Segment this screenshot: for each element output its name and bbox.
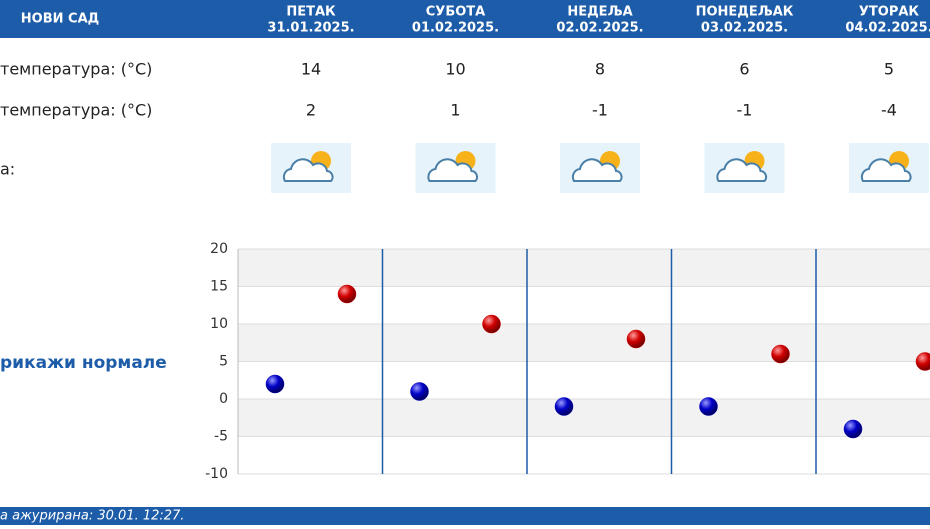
min-dot (554, 397, 574, 416)
min-temp: -4 (881, 101, 897, 120)
min-dot (699, 397, 718, 416)
normals-link[interactable]: рикажи нормале (0, 353, 167, 373)
max-temp: 6 (739, 60, 749, 79)
city: НОВИ САД (21, 12, 99, 27)
min-temp: 2 (306, 101, 316, 120)
max-temp: 14 (301, 60, 321, 79)
min-temp: -1 (737, 101, 753, 120)
day-date: 02.02.2025. (556, 21, 643, 36)
min-dot (843, 419, 863, 439)
cloud (860, 158, 912, 182)
day-date: 31.01.2025. (267, 21, 354, 36)
weather-icon (560, 143, 640, 193)
y-tick-label: 15 (210, 279, 228, 295)
max-dot (337, 284, 357, 304)
cloud (282, 158, 334, 182)
max-temp: 5 (884, 60, 894, 79)
day-date: 03.02.2025. (701, 21, 788, 36)
min-temp: -1 (592, 101, 608, 120)
max-dot (771, 344, 790, 364)
max-temp: 8 (595, 60, 605, 79)
cloud (427, 158, 479, 182)
weather-icon (704, 143, 785, 193)
grid-band (238, 324, 930, 362)
day-name: НЕДЕЉА (567, 5, 632, 20)
day-name: УТОРАК (859, 5, 920, 20)
grid-band (238, 249, 930, 287)
max-dot (626, 329, 646, 349)
min-dot (265, 374, 285, 394)
day-name: СУБОТА (426, 5, 485, 20)
icon-label: а: (0, 160, 15, 179)
max-temp: 10 (445, 60, 465, 79)
day-date: 01.02.2025. (412, 21, 499, 36)
max-label: температура: (°C) (0, 60, 152, 79)
updated: а ажурирана: 30.01. 12:27. (0, 509, 184, 524)
header-bar (0, 0, 930, 38)
y-tick-label: 5 (219, 354, 228, 370)
day-name: ПОНЕДЕЉАК (696, 5, 794, 20)
weather-icon (415, 143, 496, 193)
grid-band (238, 399, 930, 437)
y-tick-label: 10 (210, 316, 228, 332)
day-date: 04.02.2025. (845, 21, 930, 36)
y-tick-label: 0 (219, 391, 228, 407)
cloud (716, 158, 768, 182)
weather-icon (271, 143, 351, 193)
min-temp: 1 (450, 101, 460, 120)
weather-icon (849, 143, 929, 193)
day-name: ПЕТАК (286, 5, 336, 20)
min-label: температура: (°C) (0, 101, 152, 120)
y-tick-label: -10 (205, 466, 228, 482)
cloud (571, 158, 623, 182)
min-dot (410, 382, 429, 401)
max-dot (482, 314, 501, 334)
y-tick-label: 20 (210, 241, 228, 257)
max-dot (915, 352, 930, 371)
footer-bar (0, 507, 930, 525)
y-tick-label: -5 (214, 429, 228, 445)
